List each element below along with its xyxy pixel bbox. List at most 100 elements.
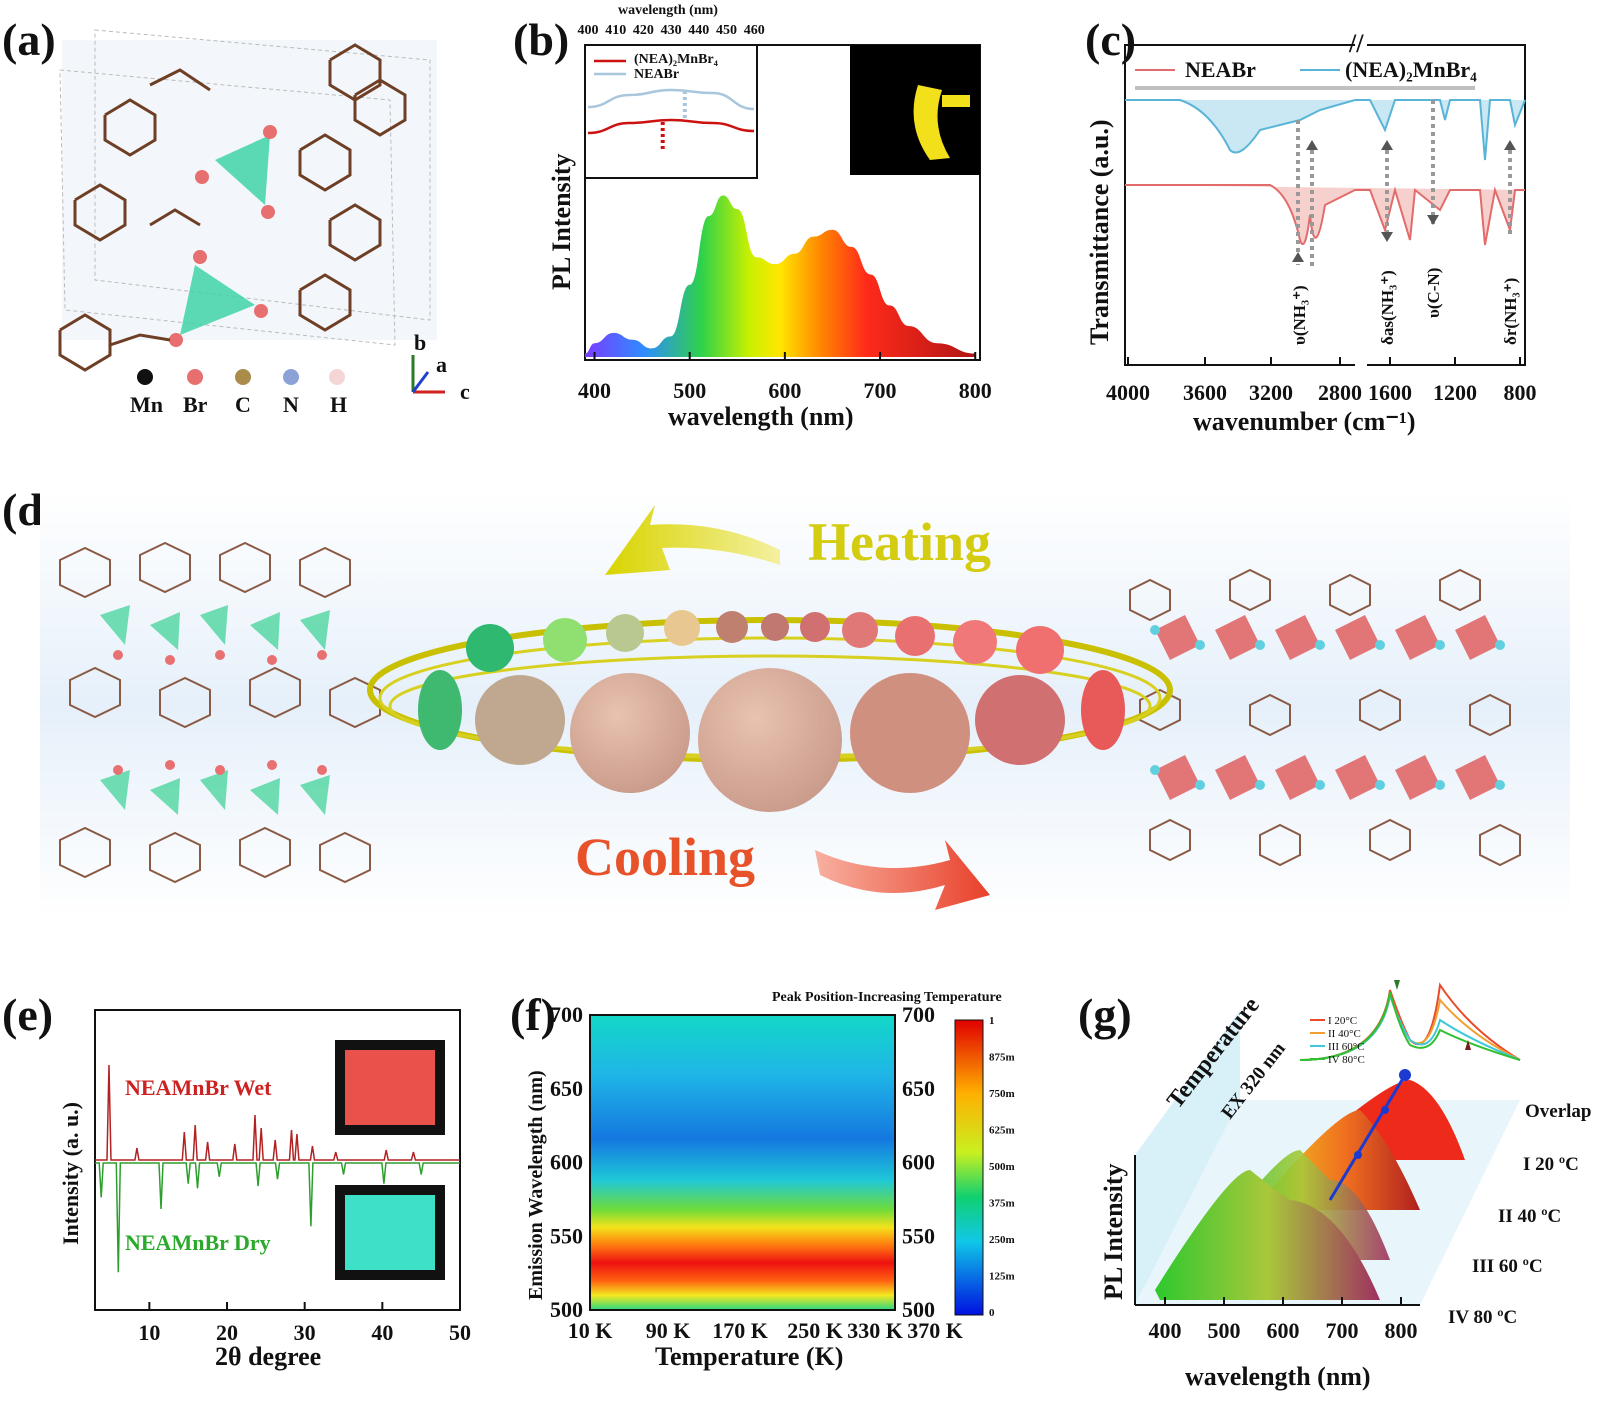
chart-c-break-top	[1355, 36, 1367, 54]
chart-f-xtick-label: 90 K	[646, 1318, 691, 1343]
chart-f-xlabel: Temperature (K)	[655, 1342, 843, 1371]
chart-b-inset-xtick-label: 400	[578, 23, 599, 38]
legend-a: Mn Br C N H	[130, 369, 347, 417]
chart-e-xtick-label: 40	[371, 1320, 393, 1345]
chart-c-xtick-label: 4000	[1106, 380, 1150, 405]
chart-g-inset-legend-iii: III 60°C	[1328, 1041, 1364, 1053]
chart-e-xtick-label: 50	[449, 1320, 471, 1345]
legend-dot-c	[235, 369, 251, 385]
chart-c-frame	[1124, 44, 1526, 366]
chart-g-inset-legend-iv: IV 80°C	[1328, 1054, 1365, 1066]
chart-e-series-wet	[95, 1064, 460, 1161]
chart-c-annot-nu-nh3: υ(NH₃⁺)	[1290, 285, 1309, 345]
chart-f-xtick-label: 370 K	[907, 1318, 963, 1343]
chart-b-inset-series-nea2mnbr4	[587, 118, 755, 135]
chart-f-ytick-label-right: 500	[902, 1297, 935, 1322]
chart-f-colorbar-tick: 250m	[989, 1234, 1015, 1246]
chart-c: // NEABr (NEA)₂MnBr₄ υ(NH₃⁺) δas(NH₃⁺) υ…	[1085, 29, 1537, 436]
legend-dot-br	[187, 369, 203, 385]
chart-g-marker-ii	[1381, 1106, 1389, 1114]
chart-c-ylabel: Transmittance (a.u.)	[1085, 119, 1114, 345]
legend-label-c: C	[235, 392, 251, 417]
chart-f-colorbar-tick: 375m	[989, 1198, 1015, 1210]
chart-b-inset-legend-red: (NEA)₂MnBr₄	[634, 52, 719, 67]
chart-e-label-dry: NEAMnBr Dry	[125, 1230, 271, 1255]
chart-b: (NEA)₂MnBr₄ NEABr wavelength (nm) 400 410…	[547, 3, 992, 431]
chart-f-ytick-label: 550	[550, 1223, 583, 1248]
chart-g-shift-arrow	[1328, 1074, 1407, 1201]
chart-b-inset-series-neabr	[587, 88, 755, 111]
chart-g-row-i: I 20 ºC	[1523, 1154, 1579, 1175]
heating-arrow	[605, 505, 780, 575]
chart-g-overlap-inset: I 20°C II 40°C III 60°C IV 80°C	[1299, 980, 1521, 1066]
legend-dot-h	[329, 369, 345, 385]
chart-f-ytick-label-right: 700	[902, 1002, 935, 1027]
chart-c-arrowheads	[1292, 140, 1516, 262]
chart-f-ytick-label: 500	[550, 1297, 583, 1322]
chart-f-ytick-label-right: 550	[902, 1223, 935, 1248]
chart-b-inset-legend-blue: NEABr	[634, 67, 679, 82]
chart-f-colorbar-tick: 625m	[989, 1125, 1015, 1137]
chart-c-legend-neabr: NEABr	[1185, 57, 1256, 82]
legend-label-h: H	[330, 392, 347, 417]
legend-label-mn: Mn	[130, 392, 163, 417]
chart-e: NEAMnBr Wet NEAMnBr Dry 10 20 30 40 50 2θ de…	[58, 1009, 471, 1371]
chart-f: Peak Position-Increasing Temperature 10 …	[525, 990, 1015, 1371]
left-structure	[59, 541, 381, 884]
chart-c-annot-nu-cn: υ(C-N)	[1424, 268, 1443, 318]
axis-c-label: c	[460, 379, 470, 404]
heating-label: Heating	[808, 512, 991, 572]
chart-g-row-overlap: Overlap	[1525, 1101, 1592, 1122]
chart-f-title: Peak Position-Increasing Temperature	[772, 990, 1002, 1005]
panel-g-label: (g)	[1078, 989, 1132, 1040]
chart-b-xtick-label: 700	[864, 378, 897, 403]
chart-c-break-bottom	[1355, 357, 1367, 375]
chart-b-inset-xticks: 400 410 420 430 440 450 460	[578, 23, 765, 38]
chart-e-xtick-label: 10	[138, 1320, 160, 1345]
chart-b-spectrum-area	[585, 195, 976, 357]
chart-f-ytick-label-right: 650	[902, 1076, 935, 1101]
chart-f-ytick-label-right: 600	[902, 1150, 935, 1175]
chart-b-xticks: 400 500 600 700 800	[578, 352, 992, 403]
legend-dot-n	[283, 369, 299, 385]
chart-b-inset-xtick-label: 430	[661, 23, 682, 38]
chart-g-xtick-label: 400	[1149, 1318, 1182, 1343]
chart-c-xtick-label: 2800	[1318, 380, 1362, 405]
legend-dot-mn	[137, 369, 153, 385]
chart-c-xlabel: wavenumber (cm⁻¹)	[1193, 407, 1416, 436]
chart-g: I 20°C II 40°C III 60°C IV 80°C Temperat…	[1099, 980, 1592, 1391]
chart-f-xtick-label: 330 K	[847, 1318, 903, 1343]
chart-e-photo-dry	[335, 1185, 445, 1280]
chart-f-colorbar-tick: 1	[989, 1015, 995, 1027]
chart-g-xticks: 400 500 600 700 800	[1149, 1297, 1418, 1343]
chart-f-xtick-label: 10 K	[568, 1318, 613, 1343]
crystal-structure-a	[58, 29, 437, 372]
chart-f-colorbar-tick: 125m	[989, 1271, 1015, 1283]
chart-f-xtick-label: 250 K	[787, 1318, 843, 1343]
legend-label-br: Br	[183, 392, 208, 417]
color-ring	[367, 610, 1173, 812]
panel-c-label: (c)	[1085, 14, 1136, 65]
chart-b-ylabel: PL Intensity	[547, 153, 576, 290]
chart-c-break-mark: //	[1348, 29, 1364, 58]
chart-f-ytick-label: 700	[550, 1002, 583, 1027]
chart-e-xtick-label: 20	[216, 1320, 238, 1345]
chart-g-xlabel: wavelength (nm)	[1185, 1362, 1371, 1391]
chart-b-xtick-label: 400	[578, 378, 611, 403]
chart-b-inset-frame	[584, 44, 758, 179]
chart-f-colorbar-tick: 750m	[989, 1088, 1015, 1100]
chart-c-xtick-label: 800	[1504, 380, 1537, 405]
panel-b-label: (b)	[513, 14, 569, 65]
panel-f-label: (f)	[510, 989, 556, 1040]
chart-c-series-neabr	[1125, 184, 1525, 246]
bottom-spheres	[418, 668, 1125, 812]
chart-g-marker-iii	[1354, 1151, 1362, 1159]
chart-f-colorbar	[954, 1019, 984, 1316]
chart-b-inset-xtick-label: 420	[633, 23, 654, 38]
axis-b-label: b	[414, 330, 426, 355]
chart-e-photo-wet	[335, 1040, 445, 1135]
chart-e-xtick-label: 30	[294, 1320, 316, 1345]
chart-f-ylabel: Emission Wavelength (nm)	[525, 1070, 547, 1300]
axis-triad-a: b a c	[411, 330, 470, 404]
